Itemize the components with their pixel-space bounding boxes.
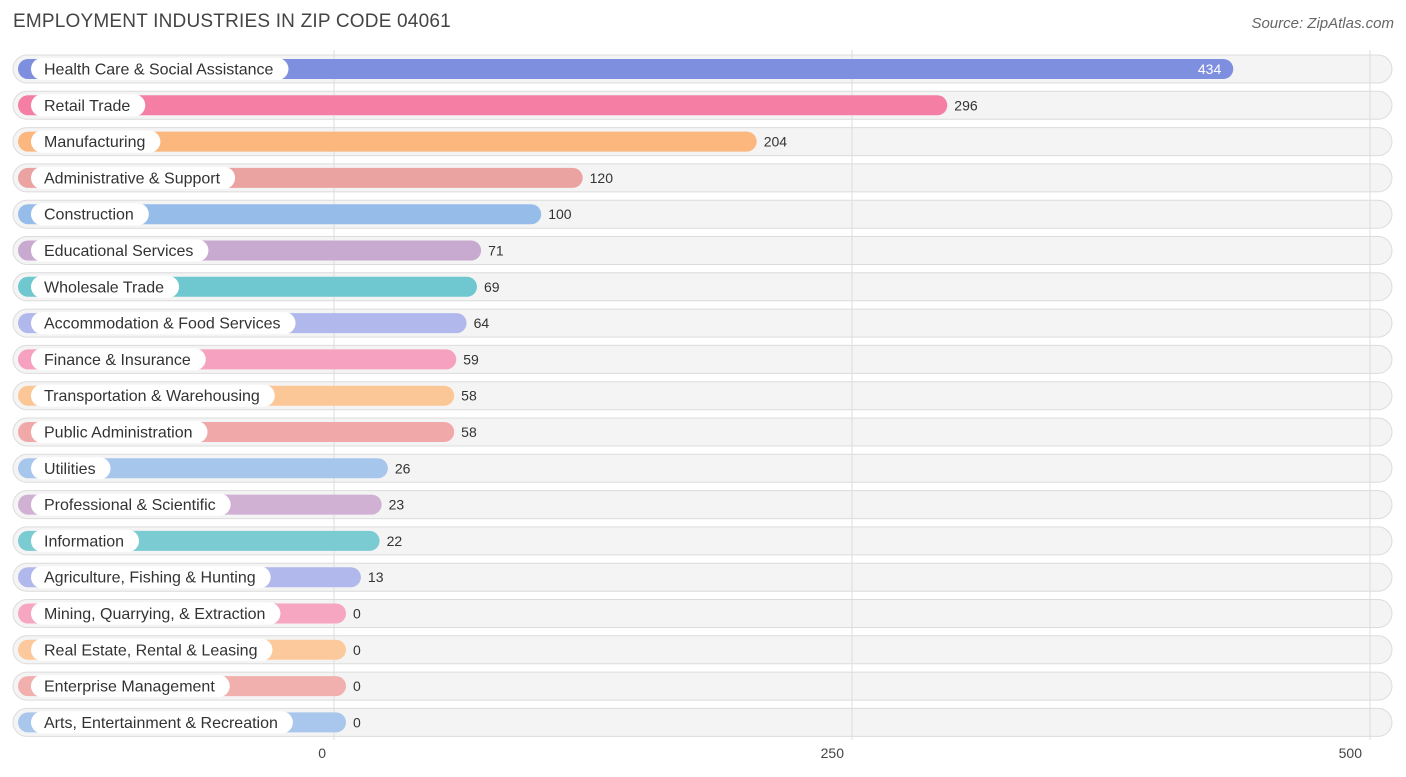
value-label: 71	[488, 243, 504, 259]
category-label-pill	[31, 529, 140, 552]
bar-group: Educational Services 71	[18, 239, 504, 262]
category-label: Real Estate, Rental & Leasing	[44, 642, 257, 659]
category-label: Construction	[44, 207, 134, 224]
bar-group: Professional & Scientific 23	[18, 493, 405, 516]
category-label-pill	[31, 275, 180, 298]
value-label: 0	[353, 678, 361, 694]
category-label-pill	[31, 566, 271, 589]
category-label: Administrative & Support	[44, 170, 221, 187]
category-label: Retail Trade	[44, 98, 130, 115]
bar-group: Health Care & Social Assistance 434	[18, 58, 1234, 80]
row-background	[12, 671, 1393, 701]
category-label-pill	[31, 602, 281, 625]
category-label: Information	[44, 533, 124, 550]
bar-group: Agriculture, Fishing & Hunting 13	[18, 566, 384, 589]
bar	[18, 95, 948, 116]
category-label-pill	[31, 58, 289, 80]
x-tick-label: 250	[821, 745, 845, 761]
value-label: 22	[387, 533, 403, 549]
value-label: 0	[353, 642, 361, 658]
value-label: 59	[463, 351, 479, 367]
category-label-pill	[31, 166, 236, 189]
bar-group: Real Estate, Rental & Leasing 0	[18, 638, 361, 661]
bar-group: Manufacturing 204	[18, 130, 788, 153]
category-label-pill	[31, 239, 209, 262]
value-label: 26	[395, 460, 411, 476]
row-background	[12, 599, 1393, 628]
x-tick-label: 0	[318, 745, 326, 761]
category-label: Educational Services	[44, 243, 193, 260]
category-label: Arts, Entertainment & Recreation	[44, 715, 278, 732]
x-axis-ticks: 0 250 500	[318, 745, 1362, 761]
value-label: 0	[353, 714, 361, 730]
bar-group: Accommodation & Food Services 64	[18, 312, 490, 335]
category-label: Professional & Scientific	[44, 497, 216, 514]
category-label-pill	[31, 421, 208, 443]
category-label: Accommodation & Food Services	[44, 316, 281, 333]
value-label: 100	[548, 206, 572, 222]
bar-group: Transportation & Warehousing 58	[18, 384, 477, 407]
bar-group: Public Administration 58	[18, 421, 477, 443]
category-label: Enterprise Management	[44, 679, 215, 696]
bar-group: Arts, Entertainment & Recreation 0	[18, 711, 361, 734]
value-label: 23	[389, 497, 405, 513]
category-label: Transportation & Warehousing	[44, 388, 260, 405]
x-tick-label: 500	[1339, 745, 1363, 761]
category-label: Manufacturing	[44, 134, 145, 151]
category-label-pill	[31, 94, 146, 117]
bar-group: Utilities 26	[18, 457, 411, 480]
bar-group: Mining, Quarrying, & Extraction 0	[18, 602, 361, 625]
category-label-pill	[31, 675, 230, 698]
value-label: 296	[954, 97, 978, 113]
category-label-pill	[31, 203, 149, 226]
value-label: 58	[461, 388, 477, 404]
category-label: Public Administration	[44, 425, 193, 442]
category-label: Agriculture, Fishing & Hunting	[44, 570, 256, 587]
category-label-pill	[31, 638, 273, 661]
value-label: 13	[368, 569, 384, 585]
bar	[18, 204, 542, 225]
category-label-pill	[31, 493, 231, 516]
category-label: Mining, Quarrying, & Extraction	[44, 606, 265, 623]
category-label-pill	[31, 384, 275, 407]
category-label-pill	[31, 312, 296, 335]
category-label: Wholesale Trade	[44, 279, 164, 296]
category-label-pill	[31, 130, 161, 153]
value-label: 204	[764, 134, 788, 150]
bar-group: Retail Trade 296	[18, 94, 978, 117]
category-label-pill	[31, 348, 206, 371]
category-label: Finance & Insurance	[44, 352, 191, 369]
bar	[18, 131, 757, 152]
bar	[18, 458, 388, 479]
value-label: 58	[461, 424, 477, 440]
bar-group: Enterprise Management 0	[18, 675, 361, 698]
row-background	[12, 635, 1393, 665]
bars: Arts, Entertainment & Recreation Health C…	[18, 58, 1234, 734]
chart-title: EMPLOYMENT INDUSTRIES IN ZIP CODE 04061	[13, 11, 451, 32]
source-note: Source: ZipAtlas.com	[1251, 15, 1394, 32]
bar-group: Administrative & Support 120	[18, 166, 614, 189]
category-label: Health Care & Social Assistance	[44, 62, 274, 79]
bar-group: Wholesale Trade 69	[18, 275, 500, 298]
value-label: 434	[1198, 61, 1222, 77]
bar-group: Construction 100	[18, 203, 572, 226]
value-label: 120	[590, 170, 614, 186]
row-background	[12, 707, 1393, 737]
value-label: 69	[484, 279, 500, 295]
bar-group: Finance & Insurance 59	[18, 348, 479, 371]
bar	[18, 59, 1234, 79]
bar-group: Information 22	[18, 529, 403, 552]
value-label: 64	[474, 315, 490, 331]
value-label: 0	[353, 606, 361, 622]
category-label: Utilities	[44, 461, 96, 478]
category-label-pill	[31, 457, 111, 480]
category-label-pill	[31, 711, 293, 734]
